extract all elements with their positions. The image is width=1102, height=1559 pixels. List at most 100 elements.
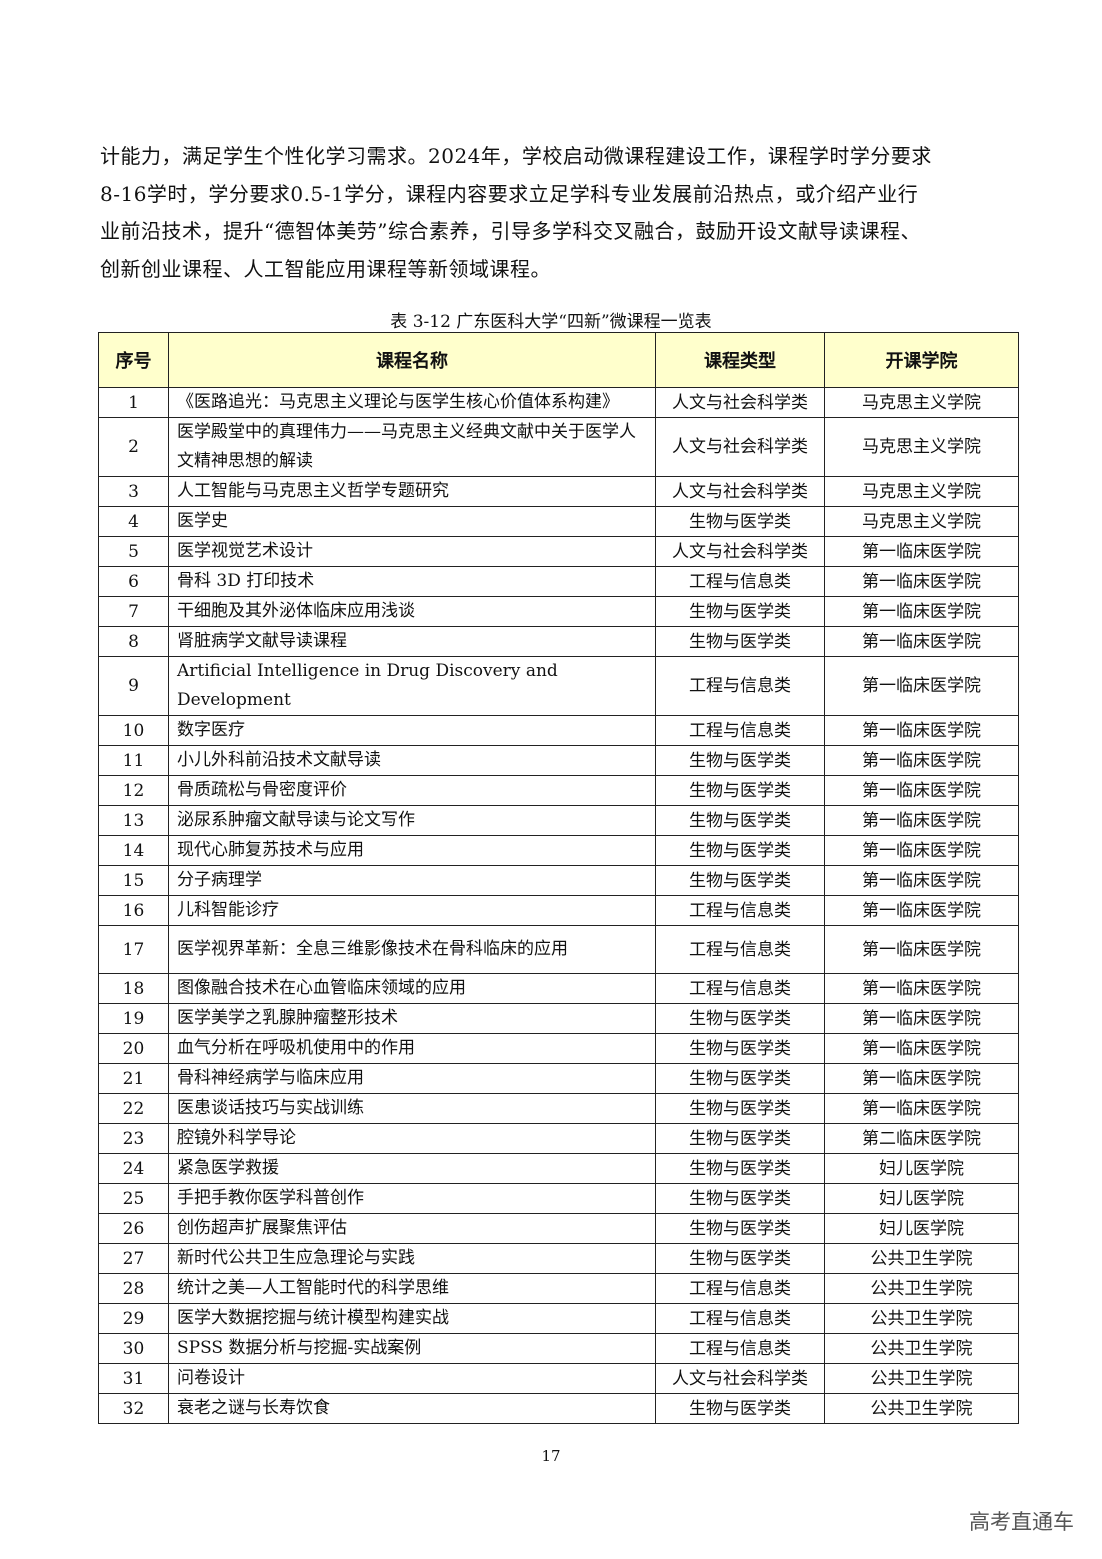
cell-college: 公共卫生学院 xyxy=(824,1333,1019,1364)
paragraph-line: 创新创业课程、人工智能应用课程等新领域课程。 xyxy=(100,256,551,281)
cell-index: 9 xyxy=(98,656,169,716)
cell-index: 6 xyxy=(98,566,169,597)
cell-index: 7 xyxy=(98,596,169,627)
cell-course-name: 骨科神经病学与临床应用 xyxy=(168,1063,656,1094)
cell-course-type: 工程与信息类 xyxy=(655,1273,825,1304)
table-caption: 表 3-12 广东医科大学“四新”微课程一览表 xyxy=(390,312,712,332)
cell-course-name: 手把手教你医学科普创作 xyxy=(168,1183,656,1214)
cell-course-name: 问卷设计 xyxy=(168,1363,656,1394)
cell-index: 18 xyxy=(98,973,169,1004)
table-row: 29 医学大数据挖掘与统计模型构建实战 工程与信息类 公共卫生学院 xyxy=(98,1303,1019,1334)
cell-course-name: 医学视觉艺术设计 xyxy=(168,536,656,567)
paragraph-line: 8-16学时，学分要求0.5-1学分，课程内容要求立足学科专业发展前沿热点，或介… xyxy=(100,181,919,206)
cell-college: 第一临床医学院 xyxy=(824,745,1019,776)
cell-college: 第一临床医学院 xyxy=(824,626,1019,657)
header-course-name: 课程名称 xyxy=(168,332,656,388)
table-header-row: 序号 课程名称 课程类型 开课学院 xyxy=(98,332,1019,388)
header-course-type: 课程类型 xyxy=(655,332,825,388)
cell-college: 第一临床医学院 xyxy=(824,973,1019,1004)
page-number: 17 xyxy=(541,1447,561,1465)
cell-course-type: 生物与医学类 xyxy=(655,1003,825,1034)
cell-index: 8 xyxy=(98,626,169,657)
table-row: 30 SPSS 数据分析与挖掘-实战案例 工程与信息类 公共卫生学院 xyxy=(98,1333,1019,1364)
cell-index: 2 xyxy=(98,417,169,477)
cell-index: 31 xyxy=(98,1363,169,1394)
cell-course-type: 人文与社会科学类 xyxy=(655,387,825,418)
cell-index: 32 xyxy=(98,1393,169,1424)
cell-college: 公共卫生学院 xyxy=(824,1393,1019,1424)
cell-course-name: 骨科 3D 打印技术 xyxy=(168,566,656,597)
cell-college: 第一临床医学院 xyxy=(824,1063,1019,1094)
table-row: 7 干细胞及其外泌体临床应用浅谈 生物与医学类 第一临床医学院 xyxy=(98,596,1019,627)
header-college: 开课学院 xyxy=(824,332,1019,388)
watermark: 高考直通车 xyxy=(969,1510,1074,1534)
table-row: 6 骨科 3D 打印技术 工程与信息类 第一临床医学院 xyxy=(98,566,1019,597)
cell-course-type: 人文与社会科学类 xyxy=(655,417,825,477)
cell-college: 公共卫生学院 xyxy=(824,1273,1019,1304)
cell-course-name: 统计之美—人工智能时代的科学思维 xyxy=(168,1273,656,1304)
cell-index: 22 xyxy=(98,1093,169,1124)
cell-college: 第一临床医学院 xyxy=(824,805,1019,836)
table-row: 19 医学美学之乳腺肿瘤整形技术 生物与医学类 第一临床医学院 xyxy=(98,1003,1019,1034)
cell-college: 第一临床医学院 xyxy=(824,895,1019,926)
cell-college: 公共卫生学院 xyxy=(824,1363,1019,1394)
cell-course-name: 肾脏病学文献导读课程 xyxy=(168,626,656,657)
cell-course-name: 医学史 xyxy=(168,506,656,537)
table-row: 28 统计之美—人工智能时代的科学思维 工程与信息类 公共卫生学院 xyxy=(98,1273,1019,1304)
table-row: 11 小儿外科前沿技术文献导读 生物与医学类 第一临床医学院 xyxy=(98,745,1019,776)
cell-course-name: 人工智能与马克思主义哲学专题研究 xyxy=(168,476,656,507)
cell-course-type: 生物与医学类 xyxy=(655,1183,825,1214)
table-row: 22 医患谈话技巧与实战训练 生物与医学类 第一临床医学院 xyxy=(98,1093,1019,1124)
body-paragraph: 计能力，满足学生个性化学习需求。2024年，学校启动微课程建设工作，课程学时学分… xyxy=(100,138,1020,288)
cell-course-type: 生物与医学类 xyxy=(655,1123,825,1154)
cell-course-name: 新时代公共卫生应急理论与实践 xyxy=(168,1243,656,1274)
cell-course-type: 生物与医学类 xyxy=(655,775,825,806)
cell-course-type: 工程与信息类 xyxy=(655,1303,825,1334)
cell-course-type: 生物与医学类 xyxy=(655,1033,825,1064)
table-row: 14 现代心肺复苏技术与应用 生物与医学类 第一临床医学院 xyxy=(98,835,1019,866)
cell-course-type: 工程与信息类 xyxy=(655,973,825,1004)
cell-index: 26 xyxy=(98,1213,169,1244)
cell-college: 马克思主义学院 xyxy=(824,476,1019,507)
table-row: 5 医学视觉艺术设计 人文与社会科学类 第一临床医学院 xyxy=(98,536,1019,567)
cell-index: 13 xyxy=(98,805,169,836)
table-row: 18 图像融合技术在心血管临床领域的应用 工程与信息类 第一临床医学院 xyxy=(98,973,1019,1004)
cell-course-name: 创伤超声扩展聚焦评估 xyxy=(168,1213,656,1244)
cell-college: 第一临床医学院 xyxy=(824,656,1019,716)
table-row: 15 分子病理学 生物与医学类 第一临床医学院 xyxy=(98,865,1019,896)
cell-course-name: 现代心肺复苏技术与应用 xyxy=(168,835,656,866)
cell-college: 第一临床医学院 xyxy=(824,1003,1019,1034)
cell-college: 第一临床医学院 xyxy=(824,865,1019,896)
cell-index: 3 xyxy=(98,476,169,507)
cell-college: 妇儿医学院 xyxy=(824,1213,1019,1244)
cell-index: 25 xyxy=(98,1183,169,1214)
cell-college: 第一临床医学院 xyxy=(824,566,1019,597)
cell-index: 29 xyxy=(98,1303,169,1334)
cell-course-name: 儿科智能诊疗 xyxy=(168,895,656,926)
table-row: 1 《医路追光：马克思主义理论与医学生核心价值体系构建》 人文与社会科学类 马克思主义… xyxy=(98,387,1019,418)
cell-college: 第一临床医学院 xyxy=(824,925,1019,974)
cell-index: 28 xyxy=(98,1273,169,1304)
cell-index: 11 xyxy=(98,745,169,776)
table-row: 31 问卷设计 人文与社会科学类 公共卫生学院 xyxy=(98,1363,1019,1394)
header-index: 序号 xyxy=(98,332,169,388)
cell-course-name: 血气分析在呼吸机使用中的作用 xyxy=(168,1033,656,1064)
cell-index: 20 xyxy=(98,1033,169,1064)
cell-index: 4 xyxy=(98,506,169,537)
cell-index: 30 xyxy=(98,1333,169,1364)
cell-course-name: 分子病理学 xyxy=(168,865,656,896)
cell-course-name: SPSS 数据分析与挖掘-实战案例 xyxy=(168,1333,656,1364)
cell-course-type: 生物与医学类 xyxy=(655,1393,825,1424)
cell-index: 12 xyxy=(98,775,169,806)
cell-college: 第一临床医学院 xyxy=(824,536,1019,567)
cell-course-type: 工程与信息类 xyxy=(655,566,825,597)
cell-course-name: 衰老之谜与长寿饮食 xyxy=(168,1393,656,1424)
cell-course-type: 人文与社会科学类 xyxy=(655,476,825,507)
cell-course-type: 生物与医学类 xyxy=(655,1243,825,1274)
table-row: 24 紧急医学救援 生物与医学类 妇儿医学院 xyxy=(98,1153,1019,1184)
table-row: 21 骨科神经病学与临床应用 生物与医学类 第一临床医学院 xyxy=(98,1063,1019,1094)
table-row: 9 Artificial Intelligence in Drug Discove… xyxy=(98,656,1019,716)
table-row: 27 新时代公共卫生应急理论与实践 生物与医学类 公共卫生学院 xyxy=(98,1243,1019,1274)
courses-table: 序号 课程名称 课程类型 开课学院 1 《医路追光：马克思主义理论与医学生核心价值… xyxy=(98,332,1019,1424)
cell-college: 妇儿医学院 xyxy=(824,1183,1019,1214)
